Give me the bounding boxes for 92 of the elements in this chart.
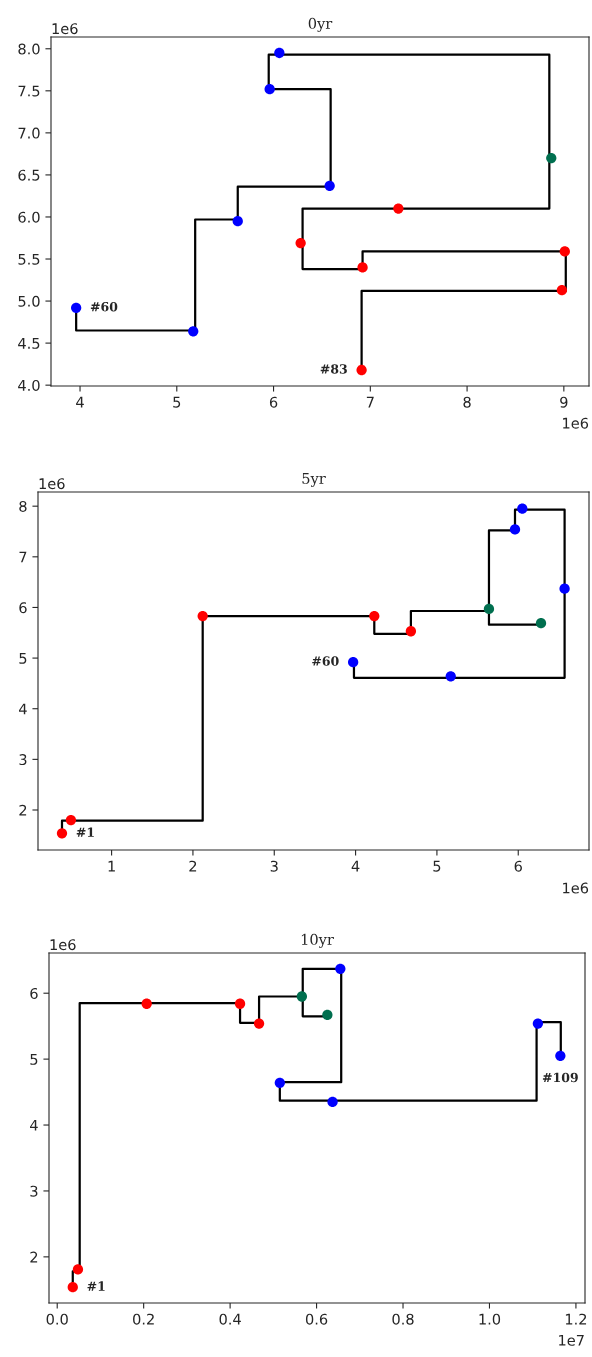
y-tick-label: 5.0 bbox=[18, 295, 40, 307]
point bbox=[556, 284, 568, 296]
point bbox=[274, 47, 285, 59]
x-tick-label: 9 bbox=[560, 396, 568, 408]
x-tick-label: 0.0 bbox=[46, 1313, 68, 1325]
point bbox=[264, 83, 275, 95]
point bbox=[296, 991, 308, 1002]
point bbox=[324, 180, 335, 191]
y-tick-label: 8.0 bbox=[18, 43, 40, 55]
point bbox=[234, 998, 246, 1009]
point bbox=[393, 203, 404, 214]
point bbox=[71, 302, 82, 313]
point bbox=[357, 262, 368, 273]
point bbox=[532, 1018, 544, 1029]
text: 1e6 bbox=[50, 939, 76, 951]
x-tick-label: 4 bbox=[351, 860, 360, 872]
chart-title: 10yr bbox=[301, 933, 334, 948]
point bbox=[197, 610, 208, 622]
y-tick-label: 6.0 bbox=[18, 211, 40, 223]
point bbox=[188, 326, 199, 337]
point bbox=[559, 583, 570, 594]
point bbox=[335, 963, 346, 974]
y-tick-label: 4.0 bbox=[18, 379, 40, 391]
x-tick-label: 6 bbox=[269, 396, 278, 408]
x-tick-label: 5 bbox=[173, 396, 181, 408]
y-tick-label: 3 bbox=[30, 1185, 38, 1197]
point bbox=[322, 1009, 333, 1021]
x-tick-label: 8 bbox=[463, 396, 471, 408]
point bbox=[56, 828, 68, 839]
point bbox=[555, 1050, 566, 1061]
point bbox=[535, 618, 547, 629]
text: 1e6 bbox=[563, 417, 589, 429]
point bbox=[348, 656, 359, 668]
y-tick-label: 4 bbox=[19, 703, 27, 715]
x-tick-label: 7 bbox=[366, 396, 374, 408]
x-tick-label: 3 bbox=[270, 860, 278, 872]
text: 1e7 bbox=[559, 1334, 584, 1346]
text: 1e6 bbox=[52, 23, 78, 35]
chart-title: 0yr bbox=[308, 17, 333, 32]
y-tick-label: 5 bbox=[19, 653, 27, 664]
y-tick-label: 7 bbox=[19, 551, 27, 563]
x-tick-label: 4 bbox=[76, 396, 84, 408]
point bbox=[67, 1282, 78, 1293]
y-tick-label: 4 bbox=[30, 1119, 38, 1131]
point bbox=[483, 603, 495, 615]
point bbox=[509, 524, 521, 535]
annotation: #1 bbox=[76, 827, 94, 837]
x-tick-label: 2 bbox=[189, 860, 197, 872]
x-tick-label: 1.0 bbox=[479, 1313, 501, 1325]
x-tick-label: 6 bbox=[514, 860, 522, 872]
y-tick-label: 2 bbox=[30, 1251, 38, 1263]
y-tick-label: 6 bbox=[19, 602, 27, 614]
y-tick-label: 7.0 bbox=[18, 127, 40, 139]
point bbox=[405, 626, 417, 637]
point bbox=[546, 152, 557, 164]
text: 1e6 bbox=[39, 478, 65, 490]
x-tick-label: 5 bbox=[433, 860, 441, 872]
chart-title: 5yr bbox=[302, 473, 326, 487]
x-tick-label: 0.8 bbox=[392, 1313, 414, 1325]
point bbox=[253, 1018, 265, 1029]
y-tick-label: 4.5 bbox=[18, 338, 40, 349]
point bbox=[445, 671, 456, 682]
point bbox=[72, 1264, 84, 1275]
point bbox=[559, 246, 570, 257]
y-tick-label: 6.5 bbox=[18, 169, 40, 181]
x-tick-label: 0.2 bbox=[133, 1313, 154, 1325]
point bbox=[369, 610, 380, 622]
point bbox=[517, 503, 528, 514]
text: 1e6 bbox=[563, 882, 589, 894]
y-tick-label: 5.5 bbox=[18, 253, 40, 265]
y-tick-label: 5 bbox=[30, 1054, 38, 1065]
annotation: #109 bbox=[542, 1072, 578, 1083]
point bbox=[274, 1077, 285, 1088]
annotation: #60 bbox=[312, 656, 339, 666]
y-tick-label: 7.5 bbox=[18, 85, 40, 97]
y-tick-label: 6 bbox=[30, 987, 38, 999]
y-tick-label: 8 bbox=[19, 500, 27, 512]
point bbox=[327, 1096, 338, 1108]
point bbox=[141, 998, 152, 1009]
y-tick-label: 2 bbox=[19, 804, 27, 816]
x-tick-label: 1.2 bbox=[565, 1313, 587, 1325]
point bbox=[295, 237, 306, 249]
annotation: #60 bbox=[90, 301, 118, 312]
annotation: #1 bbox=[87, 1281, 105, 1291]
point bbox=[232, 216, 243, 227]
point bbox=[65, 814, 77, 826]
y-tick-label: 3 bbox=[19, 754, 27, 766]
x-tick-label: 0.6 bbox=[305, 1313, 328, 1325]
x-tick-label: 0.4 bbox=[219, 1313, 241, 1325]
point bbox=[356, 364, 367, 376]
x-tick-label: 1 bbox=[108, 860, 115, 872]
annotation: #83 bbox=[320, 364, 347, 374]
